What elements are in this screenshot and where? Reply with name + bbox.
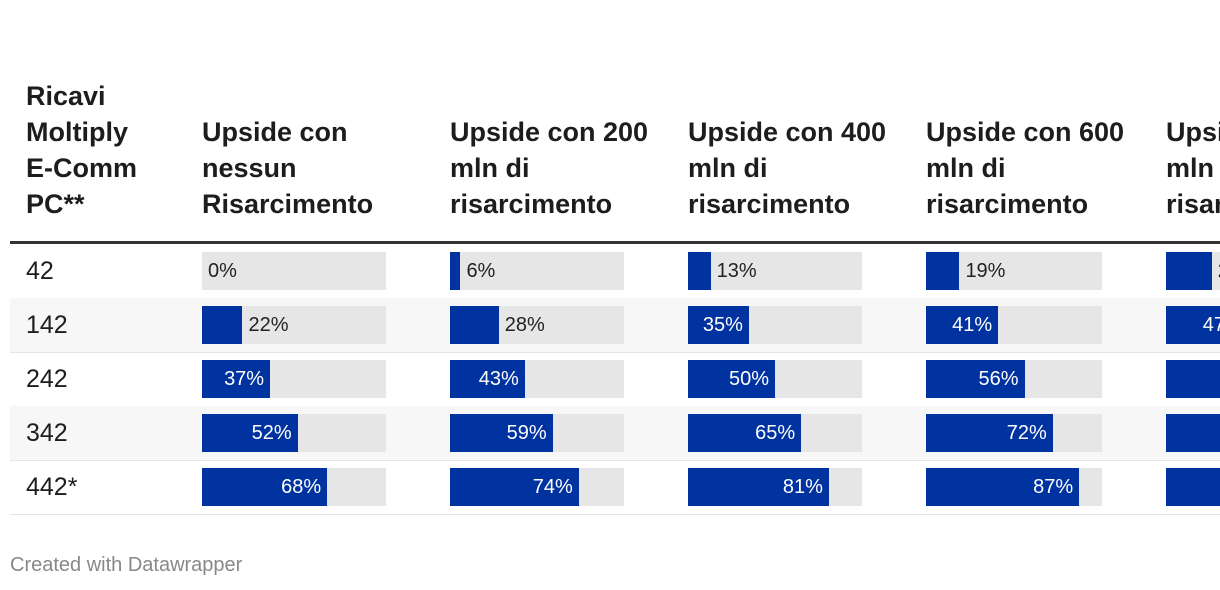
table-row: 242 37% 43% 50% 56% 62% (10, 352, 1220, 407)
bar (926, 414, 1053, 452)
bar-track: 81% (688, 468, 862, 506)
value-label: 35% (702, 314, 743, 336)
row-label: 442* (26, 473, 78, 501)
column-header: Upside con 200 mln di risarcimento (450, 117, 649, 219)
bar-track: 35% (688, 306, 862, 344)
bar (688, 306, 749, 344)
bar-track: 22% (202, 306, 386, 344)
value-label: 43% (478, 368, 519, 390)
value-label: 28% (504, 314, 545, 336)
bar-track: 87% (926, 468, 1102, 506)
bar (202, 468, 328, 506)
value-label: 56% (978, 368, 1019, 390)
value-label: 74% (532, 476, 573, 498)
row-label: 42 (26, 257, 54, 285)
bar-track: 59% (450, 414, 624, 452)
bar-track: 72% (926, 414, 1102, 452)
value-label: 37% (224, 368, 265, 390)
bar (202, 414, 298, 452)
bar (926, 360, 1025, 398)
bar-track: 0% (202, 252, 386, 290)
column-header: Upside con 800 mln di risarcimento (1166, 117, 1220, 219)
bar (450, 468, 579, 506)
bar-track: 56% (926, 360, 1102, 398)
column-header: Ricavi Moltiply E-Comm PC** (26, 81, 138, 219)
bar (1166, 468, 1220, 506)
value-label: 26% (1218, 252, 1220, 290)
bar-track: 43% (450, 360, 624, 398)
value-label: 6% (466, 260, 496, 282)
value-label: 19% (965, 260, 1006, 282)
value-label: 68% (281, 476, 322, 498)
bar (450, 414, 553, 452)
column-header: Upside con 600 mln di risarcimento (926, 117, 1125, 219)
bar-track: 94% (1166, 468, 1220, 506)
bar (1166, 360, 1220, 398)
bar-track: 19% (926, 252, 1102, 290)
bar-track: 37% (202, 360, 386, 398)
header-rule (10, 241, 1220, 244)
table-row: 342 52% 59% 65% 72% 78% (10, 406, 1220, 461)
bar-track: 6% (450, 252, 624, 290)
value-label: 13% (716, 260, 757, 282)
bar (688, 360, 775, 398)
bar (1166, 306, 1220, 344)
bar (926, 468, 1080, 506)
bar-track: 28% (450, 306, 624, 344)
value-label: 52% (251, 422, 292, 444)
bar-track: 26% (1166, 252, 1220, 290)
bar-track: 47% (1166, 306, 1220, 344)
value-label: 47% (1202, 314, 1220, 336)
value-label: 50% (728, 368, 769, 390)
row-label: 142 (26, 311, 68, 339)
bar (202, 360, 271, 398)
bar-track: 52% (202, 414, 386, 452)
bar (1166, 252, 1212, 290)
bar (688, 414, 802, 452)
bar (450, 306, 499, 344)
bar (926, 306, 999, 344)
bar (450, 252, 461, 290)
bar-track: 78% (1166, 414, 1220, 452)
bar-track: 74% (450, 468, 624, 506)
value-label: 22% (248, 314, 289, 336)
value-label: 0% (208, 260, 237, 282)
value-label: 87% (1033, 476, 1074, 498)
bar-track: 41% (926, 306, 1102, 344)
bar-track: 68% (202, 468, 386, 506)
bar (926, 252, 960, 290)
bar (1166, 414, 1220, 452)
bar-track: 65% (688, 414, 862, 452)
table-row: 142 22% 28% 35% 41% 47% (10, 298, 1220, 353)
value-label: 41% (952, 314, 993, 336)
bar (688, 252, 711, 290)
bar-track: 50% (688, 360, 862, 398)
table-row: 42 0% 6% 13% 19% 26% (10, 244, 1220, 299)
value-label: 72% (1006, 422, 1047, 444)
table-row: 442* 68% 74% 81% 87% 94% (10, 460, 1220, 515)
value-label: 59% (506, 422, 547, 444)
footer: Created with Datawrapper (10, 554, 243, 576)
row-label: 242 (26, 365, 68, 393)
bar-track: 13% (688, 252, 862, 290)
row-label: 342 (26, 419, 68, 447)
bar (202, 306, 243, 344)
bar-track: 62% (1166, 360, 1220, 398)
bar (450, 360, 525, 398)
column-header: Upside con nessun Risarcimento (202, 117, 374, 219)
column-header: Upside con 400 mln di risarcimento (688, 117, 887, 219)
value-label: 65% (755, 422, 796, 444)
bar (688, 468, 829, 506)
value-label: 81% (782, 476, 823, 498)
